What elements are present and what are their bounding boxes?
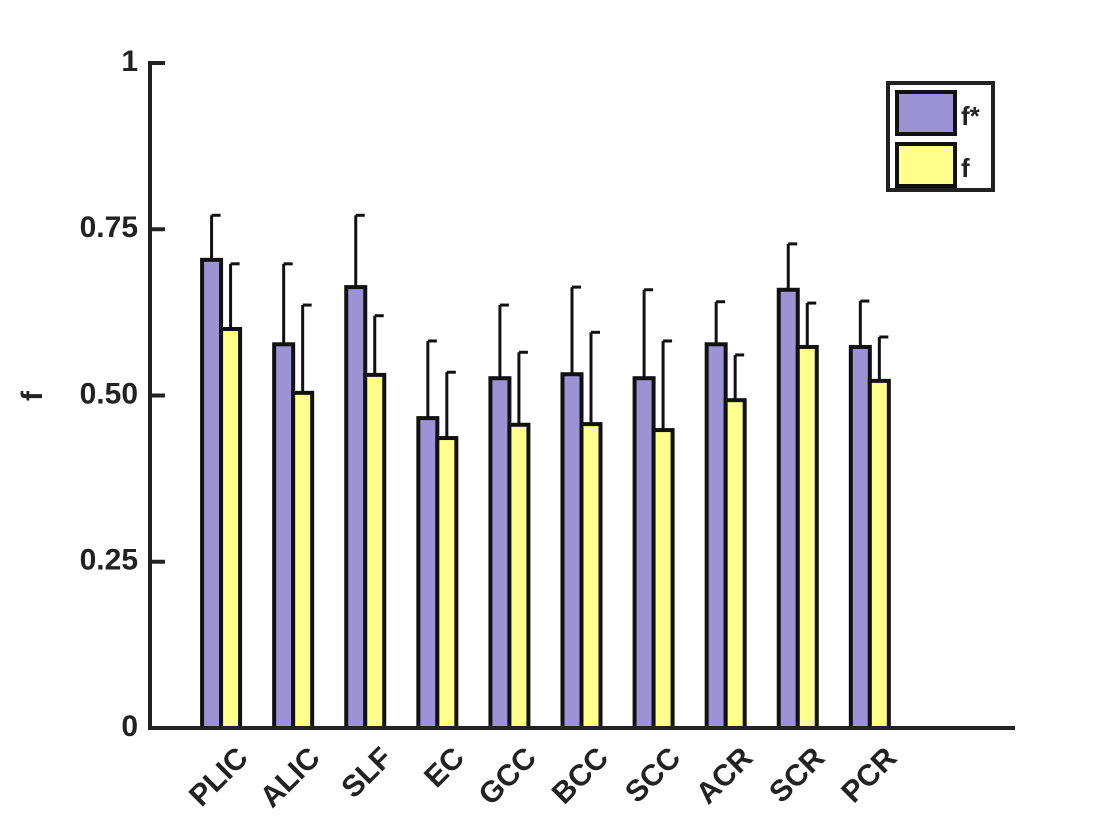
y-tick-label: 0.75: [80, 211, 138, 244]
y-tick-label: 0.25: [80, 544, 138, 577]
legend-swatch: [895, 142, 957, 188]
bar: [272, 342, 296, 730]
bar: [651, 428, 675, 730]
y-tick-label: 0: [121, 710, 138, 743]
legend-swatch: [895, 90, 957, 136]
bar: [795, 344, 819, 730]
x-tick-label: ALIC: [254, 741, 327, 814]
x-tick-label: PLIC: [183, 741, 255, 813]
bar: [560, 372, 584, 730]
x-tick-label: PCR: [835, 741, 903, 809]
x-tick-label: SCC: [619, 741, 687, 809]
x-tick-label: SCR: [763, 741, 831, 809]
bar: [344, 285, 368, 730]
y-tick-label: 1: [121, 45, 138, 78]
bar: [704, 342, 728, 730]
x-tick-label: SLF: [335, 741, 398, 804]
bar: [507, 422, 531, 730]
x-tick-label: ACR: [690, 741, 760, 811]
y-tick-label: 0.50: [80, 377, 138, 410]
bar: [363, 372, 387, 730]
bar: [200, 257, 224, 730]
bar: [579, 422, 603, 730]
bar: [488, 376, 512, 730]
bar: [416, 416, 440, 730]
x-tick-label: GCC: [472, 741, 542, 811]
bar: [776, 287, 800, 730]
y-axis-label: f: [16, 390, 49, 401]
x-tick-label: EC: [418, 741, 471, 794]
legend-label: f*: [961, 101, 981, 131]
legend-label: f: [961, 153, 970, 183]
bar: [867, 378, 891, 730]
bar: [723, 398, 747, 730]
bar: [632, 376, 656, 730]
bar: [435, 436, 459, 730]
bar: [848, 344, 872, 730]
x-tick-label: BCC: [546, 741, 615, 810]
bar: [219, 327, 243, 730]
bar: [291, 390, 315, 730]
